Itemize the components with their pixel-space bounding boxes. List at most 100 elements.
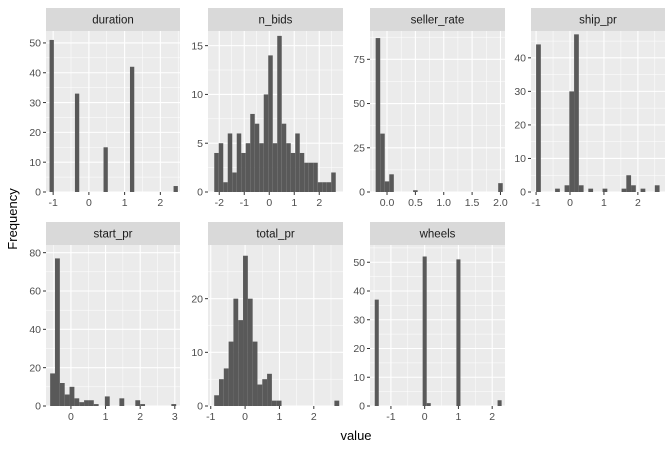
y-tick-label: 20	[29, 127, 41, 139]
histogram-bar	[375, 38, 381, 193]
facet-strip-label: total_pr	[256, 229, 295, 241]
histogram-bar	[140, 404, 146, 406]
y-tick-label: 0	[359, 401, 365, 413]
histogram-bar	[93, 404, 99, 406]
histogram-bar	[626, 175, 632, 192]
histogram-bar	[272, 143, 278, 192]
histogram-bar	[173, 186, 178, 192]
histogram-bar	[214, 152, 219, 192]
x-tick-label: -1	[206, 411, 215, 423]
histogram-bar	[241, 152, 246, 192]
histogram-bar	[267, 373, 272, 406]
histogram-bar	[223, 368, 229, 406]
x-tick-label: 1	[291, 197, 297, 209]
x-tick-label: 1	[456, 411, 462, 423]
y-tick-label: 25	[353, 142, 365, 154]
histogram-bar	[564, 185, 570, 192]
y-tick-label: 0	[35, 187, 41, 199]
facet-strip-label: seller_rate	[411, 15, 465, 27]
y-tick-label: 20	[353, 343, 365, 355]
histogram-bar	[64, 394, 70, 406]
y-tick-label: 60	[29, 286, 41, 298]
y-tick-label: 40	[353, 286, 365, 298]
histogram-bars	[49, 39, 178, 192]
histogram-bar	[374, 299, 379, 406]
x-tick-label: 2	[157, 197, 163, 209]
histogram-bar	[277, 35, 282, 193]
histogram-bar	[50, 373, 56, 406]
histogram-bar	[422, 256, 427, 406]
histogram-bar	[268, 55, 273, 193]
histogram-bar	[313, 162, 318, 192]
y-tick-label: 10	[353, 372, 365, 384]
panel-background	[370, 31, 505, 192]
facet-strip	[46, 222, 180, 245]
y-tick-label: 80	[29, 247, 41, 259]
facet-strip-label: duration	[92, 15, 134, 27]
x-tick-label: 1.0	[436, 197, 451, 209]
histogram-bar	[497, 400, 502, 406]
panel-background	[531, 31, 665, 192]
histogram-bar	[262, 379, 268, 406]
y-tick-label: 30	[514, 86, 526, 98]
x-tick-label: 1.5	[465, 197, 480, 209]
histogram-bar	[299, 152, 305, 192]
histogram-bar	[228, 341, 234, 406]
histogram-bar	[555, 188, 560, 192]
histogram-bar	[631, 185, 636, 192]
y-tick-label: 20	[29, 362, 41, 374]
facet-seller-rate: seller_rate 0.0 0.5 1.0 1.5 2.0 0 25 50 75	[353, 8, 508, 209]
facet-start-pr: start_pr 0 1 2 3 0 20 40 60 80	[29, 222, 180, 423]
histogram-bar	[245, 143, 251, 192]
gridlines	[370, 31, 505, 193]
histogram-bar	[621, 188, 627, 192]
histogram-bar	[322, 182, 327, 192]
axis-ticks: 0 1 2 3 0 20 40 60 80	[29, 247, 178, 423]
axis-ticks: 0.0 0.5 1.0 1.5 2.0 0 25 50 75	[353, 54, 508, 209]
histogram-bar	[250, 113, 255, 192]
facet-strip	[208, 8, 343, 31]
histogram-bar	[247, 298, 253, 406]
histogram-bars	[375, 38, 503, 193]
x-tick-label: 2	[311, 411, 317, 423]
histogram-bar	[218, 379, 224, 406]
facet-strip-label: start_pr	[94, 229, 133, 241]
histogram-bar	[238, 320, 244, 406]
facet-strip-label: n_bids	[259, 15, 293, 27]
histogram-bar	[574, 34, 579, 192]
histogram-bar	[223, 182, 228, 192]
facet-strip-label: wheels	[419, 229, 456, 241]
x-tick-label: 0	[567, 197, 573, 209]
y-tick-label: 75	[353, 54, 365, 66]
histogram-bar	[263, 94, 269, 192]
histogram-bar	[218, 143, 224, 192]
x-tick-label: 0	[422, 411, 428, 423]
histogram-bars	[214, 35, 336, 193]
histogram-bar	[317, 182, 323, 192]
histogram-bar	[334, 400, 340, 406]
histogram-bar	[74, 93, 80, 192]
histogram-bar	[254, 123, 260, 192]
facet-strip	[208, 222, 343, 245]
x-tick-label: 0.0	[380, 197, 395, 209]
facet-strip-label: ship_pr	[579, 15, 617, 27]
y-axis-title: Frequency	[5, 188, 20, 250]
x-tick-label: 0	[266, 197, 272, 209]
panel-background	[370, 245, 505, 406]
histogram-bar	[233, 298, 239, 406]
histogram-bar	[84, 400, 89, 406]
histogram-bar	[380, 133, 385, 192]
x-tick-label: 2	[489, 411, 495, 423]
x-tick-label: 2.0	[493, 197, 508, 209]
histogram-bars	[536, 34, 660, 192]
histogram-bar	[295, 133, 300, 192]
histogram-bar	[384, 181, 390, 192]
x-tick-label: -1	[531, 197, 540, 209]
x-tick-label: 2	[635, 197, 641, 209]
histogram-bar	[654, 185, 660, 192]
y-tick-label: 10	[191, 347, 203, 359]
